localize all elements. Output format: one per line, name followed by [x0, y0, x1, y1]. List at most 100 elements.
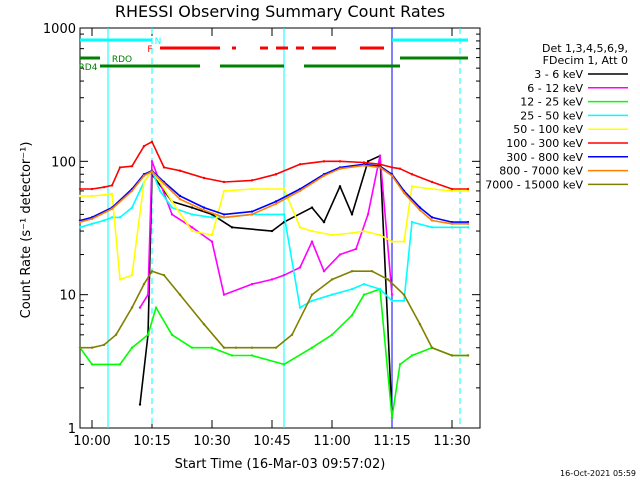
- legend-label-3: 25 - 50 keV: [520, 109, 583, 122]
- series-point-1: [270, 278, 274, 281]
- series-point-3: [110, 216, 114, 219]
- series-point-7: [466, 222, 470, 226]
- series-point-0: [366, 160, 370, 163]
- x-tick-label: 10:30: [193, 434, 230, 449]
- series-point-4: [282, 187, 286, 191]
- series-point-3: [450, 226, 454, 229]
- state-bar-label-n: N: [155, 37, 162, 47]
- x-tick-label: 11:15: [373, 434, 410, 449]
- series-point-0: [190, 206, 194, 209]
- series-point-4: [110, 192, 114, 196]
- series-point-7: [390, 174, 394, 177]
- series-point-4: [298, 226, 302, 229]
- x-tick-label: 10:15: [133, 434, 170, 449]
- series-point-3: [90, 222, 94, 226]
- series-line-1: [139, 155, 393, 309]
- series-point-4: [130, 273, 134, 277]
- series-point-4: [310, 229, 314, 233]
- series-point-8: [402, 293, 406, 296]
- series-point-2: [130, 346, 134, 349]
- legend-label-2: 12 - 25 keV: [520, 96, 583, 109]
- series-point-4: [350, 231, 354, 235]
- state-bar-label-rdo: RDO: [112, 55, 132, 65]
- x-tick-label: 10:45: [253, 434, 290, 449]
- series-point-2: [350, 314, 354, 317]
- series-point-7: [450, 222, 454, 226]
- series-point-8: [90, 346, 94, 349]
- series-point-8: [430, 346, 434, 349]
- series-point-3: [170, 206, 174, 209]
- y-tick-label: 100: [51, 155, 76, 170]
- x-tick-label: 11:30: [433, 434, 470, 449]
- series-point-8: [466, 354, 470, 357]
- series-point-2: [210, 346, 214, 349]
- series-point-7: [130, 189, 134, 193]
- legend-label-7: 800 - 7000 keV: [499, 165, 583, 178]
- series-point-5: [250, 179, 254, 182]
- series-point-3: [330, 293, 334, 296]
- series-point-8: [222, 346, 226, 349]
- series-point-5: [410, 173, 414, 176]
- series-point-6: [466, 220, 470, 224]
- series-point-7: [110, 207, 114, 211]
- series-point-1: [354, 247, 358, 251]
- series-point-7: [418, 209, 422, 212]
- series-point-1: [146, 293, 150, 296]
- series-point-2: [390, 416, 394, 419]
- series-point-2: [230, 354, 234, 357]
- series-point-7: [162, 182, 166, 185]
- series-point-4: [222, 189, 226, 193]
- legend-header-line-1: Det 1,3,4,5,6,9,: [542, 42, 628, 55]
- series-point-0: [270, 229, 274, 233]
- series-point-4: [158, 180, 162, 184]
- series-point-5: [450, 187, 454, 191]
- series-point-4: [102, 193, 106, 197]
- series-point-4: [402, 240, 406, 243]
- series-point-4: [378, 233, 382, 237]
- series-point-4: [250, 187, 254, 191]
- series-point-3: [210, 216, 214, 219]
- series-point-0: [350, 213, 354, 216]
- series-point-3: [78, 226, 82, 229]
- series-point-8: [250, 346, 254, 349]
- series-point-5: [398, 167, 402, 170]
- series-point-7: [338, 167, 342, 170]
- series-point-8: [162, 273, 166, 277]
- series-point-5: [118, 166, 122, 169]
- series-line-4: [80, 169, 468, 281]
- series-point-4: [330, 233, 334, 237]
- series-point-1: [378, 154, 382, 158]
- series-point-5: [338, 160, 342, 163]
- series-point-7: [222, 216, 226, 219]
- series-point-2: [310, 346, 314, 349]
- series-point-7: [78, 220, 82, 224]
- series-point-2: [398, 363, 402, 366]
- series-point-1: [282, 273, 286, 277]
- series-point-7: [378, 166, 382, 169]
- series-point-3: [362, 282, 366, 286]
- series-point-5: [298, 163, 302, 166]
- legend-label-4: 50 - 100 keV: [513, 123, 583, 136]
- series-point-5: [178, 169, 182, 172]
- series-point-1: [310, 240, 314, 243]
- series-point-7: [202, 209, 206, 212]
- series-point-8: [102, 343, 106, 347]
- series-point-6: [222, 213, 226, 216]
- series-point-2: [146, 333, 150, 337]
- series-point-5: [162, 166, 166, 169]
- series-point-8: [142, 282, 146, 286]
- series-point-3: [466, 226, 470, 229]
- series-point-4: [170, 200, 174, 203]
- series-point-8: [418, 323, 422, 326]
- series-point-1: [390, 293, 394, 296]
- series-point-0: [338, 185, 342, 188]
- series-point-3: [158, 189, 162, 193]
- series-point-1: [298, 266, 302, 269]
- series-point-4: [190, 229, 194, 233]
- series-point-8: [114, 333, 118, 337]
- series-point-7: [250, 213, 254, 216]
- plot-frame: [79, 27, 481, 429]
- series-point-4: [430, 187, 434, 191]
- legend-header-line-2: FDecim 1, Att 0: [543, 54, 628, 67]
